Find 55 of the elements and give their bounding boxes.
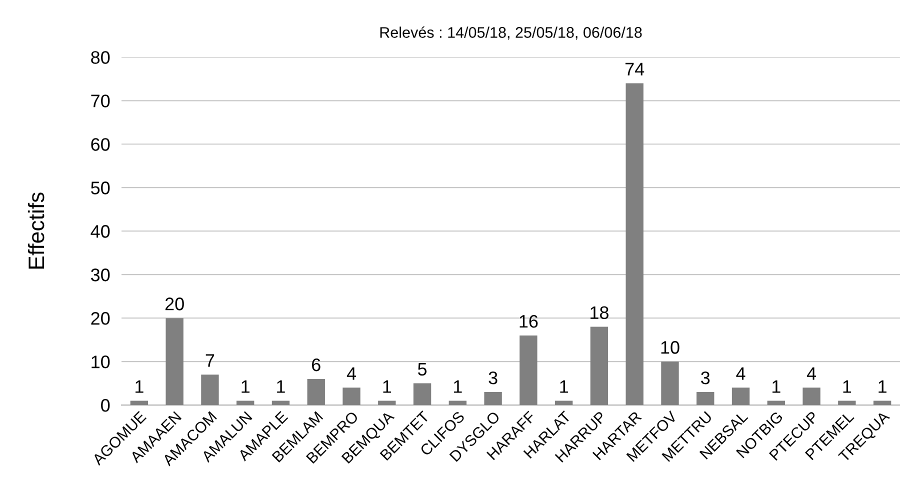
bar	[236, 400, 254, 406]
data-label: 6	[312, 358, 320, 372]
data-label: 16	[520, 314, 538, 328]
bar	[520, 335, 538, 406]
data-label: 74	[625, 62, 644, 76]
data-label: 10	[661, 341, 680, 354]
y-tick-label: 50	[91, 182, 110, 194]
chart-title: Relevés : 14/05/18, 25/05/18, 06/06/18	[380, 26, 642, 40]
y-tick-label: 20	[91, 312, 110, 325]
y-tick-label: 40	[90, 225, 110, 238]
bar	[448, 400, 467, 406]
bar	[838, 400, 856, 406]
data-label: 3	[701, 371, 710, 384]
data-label: 1	[136, 380, 144, 393]
data-label: 1	[560, 380, 568, 393]
bar	[554, 400, 573, 406]
bar	[166, 318, 184, 406]
data-label: 20	[165, 298, 184, 310]
data-label: 1	[242, 380, 250, 393]
y-axis-title: Effectifs	[28, 192, 44, 269]
data-label: 4	[736, 367, 746, 380]
bar	[342, 388, 360, 406]
bar	[696, 392, 714, 406]
bar	[626, 83, 644, 406]
data-label: 1	[843, 380, 852, 393]
bar	[661, 362, 679, 406]
data-label: 1	[383, 380, 392, 393]
bar	[378, 400, 396, 406]
data-label: 1	[878, 380, 886, 393]
bar	[413, 383, 432, 406]
y-tick-label: 10	[92, 356, 110, 368]
data-label: 1	[454, 380, 462, 393]
bar	[802, 388, 820, 406]
data-label: 7	[206, 354, 214, 367]
data-label: 4	[806, 367, 816, 380]
bar	[732, 388, 750, 406]
bar	[272, 400, 290, 406]
y-tick-label: 80	[91, 51, 110, 64]
bar	[201, 374, 219, 406]
bar	[484, 392, 502, 406]
y-tick-label: 0	[101, 398, 110, 412]
bar	[130, 400, 148, 406]
data-label: 1	[772, 380, 780, 393]
bar	[767, 400, 785, 406]
data-label: 4	[346, 367, 356, 380]
y-tick-label: 30	[90, 268, 110, 282]
bar	[307, 378, 325, 406]
data-label: 1	[277, 380, 285, 393]
data-label: 3	[488, 371, 498, 384]
bar	[590, 326, 608, 406]
y-tick-label: 70	[91, 94, 110, 108]
bar	[873, 400, 892, 406]
data-label: 5	[418, 362, 427, 376]
y-tick-label: 60	[91, 138, 110, 151]
data-label: 18	[590, 306, 608, 320]
